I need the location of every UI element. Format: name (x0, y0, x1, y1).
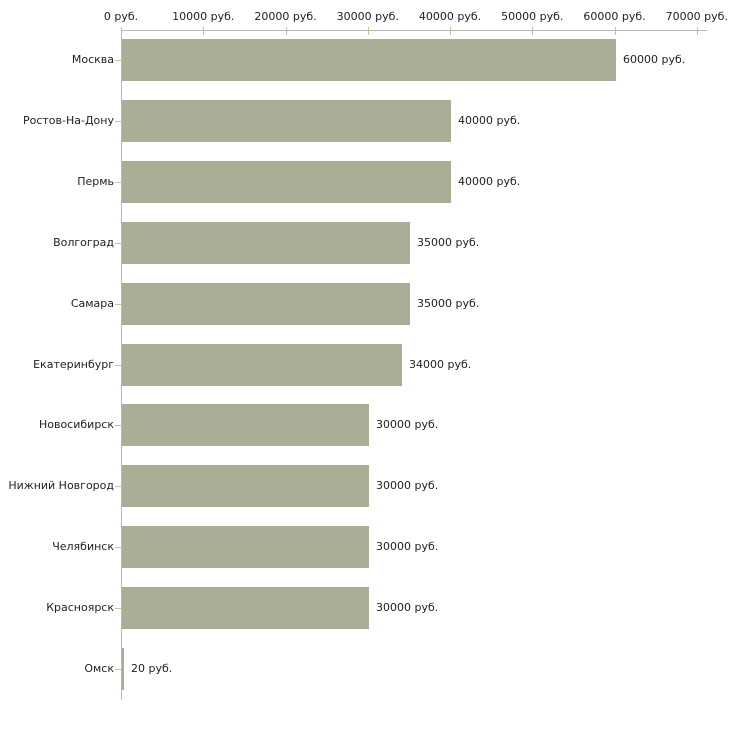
bar-value-label: 30000 руб. (376, 479, 439, 492)
bar-value-label: 40000 руб. (458, 114, 521, 127)
category-label: Пермь (77, 175, 114, 188)
x-axis-line (121, 30, 707, 31)
x-axis-tick-label: 60000 руб. (583, 10, 646, 23)
bar (122, 648, 124, 690)
category-label: Красноярск (46, 601, 114, 614)
bar-value-label: 35000 руб. (417, 297, 480, 310)
category-label: Москва (71, 53, 114, 66)
category-tick-mark (115, 60, 121, 61)
category-tick-mark (115, 365, 121, 366)
bar (122, 39, 616, 81)
x-axis-tick-label: 50000 руб. (501, 10, 564, 23)
x-axis-tick-mark (532, 27, 533, 35)
x-axis-tick-label: 10000 руб. (172, 10, 235, 23)
x-axis-tick-mark (697, 27, 698, 35)
bar (122, 587, 369, 629)
category-label: Волгоград (53, 236, 114, 249)
bar-value-label: 30000 руб. (376, 540, 439, 553)
x-axis-tick-label: 70000 руб. (665, 10, 728, 23)
bar (122, 283, 410, 325)
x-axis-tick-mark (286, 27, 287, 35)
x-axis-tick-label: 40000 руб. (418, 10, 482, 23)
x-axis-tick-label: 30000 руб. (336, 10, 399, 23)
bar (122, 344, 402, 386)
bar-value-label: 34000 руб. (409, 358, 472, 371)
bar-value-label: 20 руб. (131, 662, 173, 675)
category-label: Челябинск (52, 540, 114, 553)
bar-value-label: 30000 руб. (376, 601, 439, 614)
category-label: Екатеринбург (33, 358, 114, 371)
x-axis-tick-mark (203, 27, 204, 35)
bar-value-label: 35000 руб. (417, 236, 480, 249)
x-axis-tick-mark (615, 27, 616, 35)
category-tick-mark (115, 121, 121, 122)
category-tick-mark (115, 182, 121, 183)
category-label: Ростов-На-Дону (22, 114, 114, 127)
x-axis-tick-mark (450, 27, 451, 35)
bar (122, 161, 451, 203)
x-axis-tick-mark (368, 27, 369, 35)
x-axis-tick-label: 0 руб. (103, 10, 139, 23)
category-tick-mark (115, 669, 121, 670)
bar (122, 100, 451, 142)
category-tick-mark (115, 608, 121, 609)
bar-value-label: 60000 руб. (623, 53, 686, 66)
category-label: Омск (84, 662, 114, 675)
category-tick-mark (115, 304, 121, 305)
bar (122, 222, 410, 264)
bar (122, 465, 369, 507)
category-label: Нижний Новгород (8, 479, 114, 492)
category-tick-mark (115, 243, 121, 244)
bar-value-label: 40000 руб. (458, 175, 521, 188)
x-axis-tick-label: 20000 руб. (254, 10, 317, 23)
category-label: Самара (70, 297, 114, 310)
category-label: Новосибирск (38, 418, 114, 431)
category-tick-mark (115, 486, 121, 487)
category-tick-mark (115, 547, 121, 548)
category-tick-mark (115, 425, 121, 426)
y-axis-line (121, 30, 122, 700)
bar-value-label: 30000 руб. (376, 418, 439, 431)
bar (122, 526, 369, 568)
bar (122, 404, 369, 446)
